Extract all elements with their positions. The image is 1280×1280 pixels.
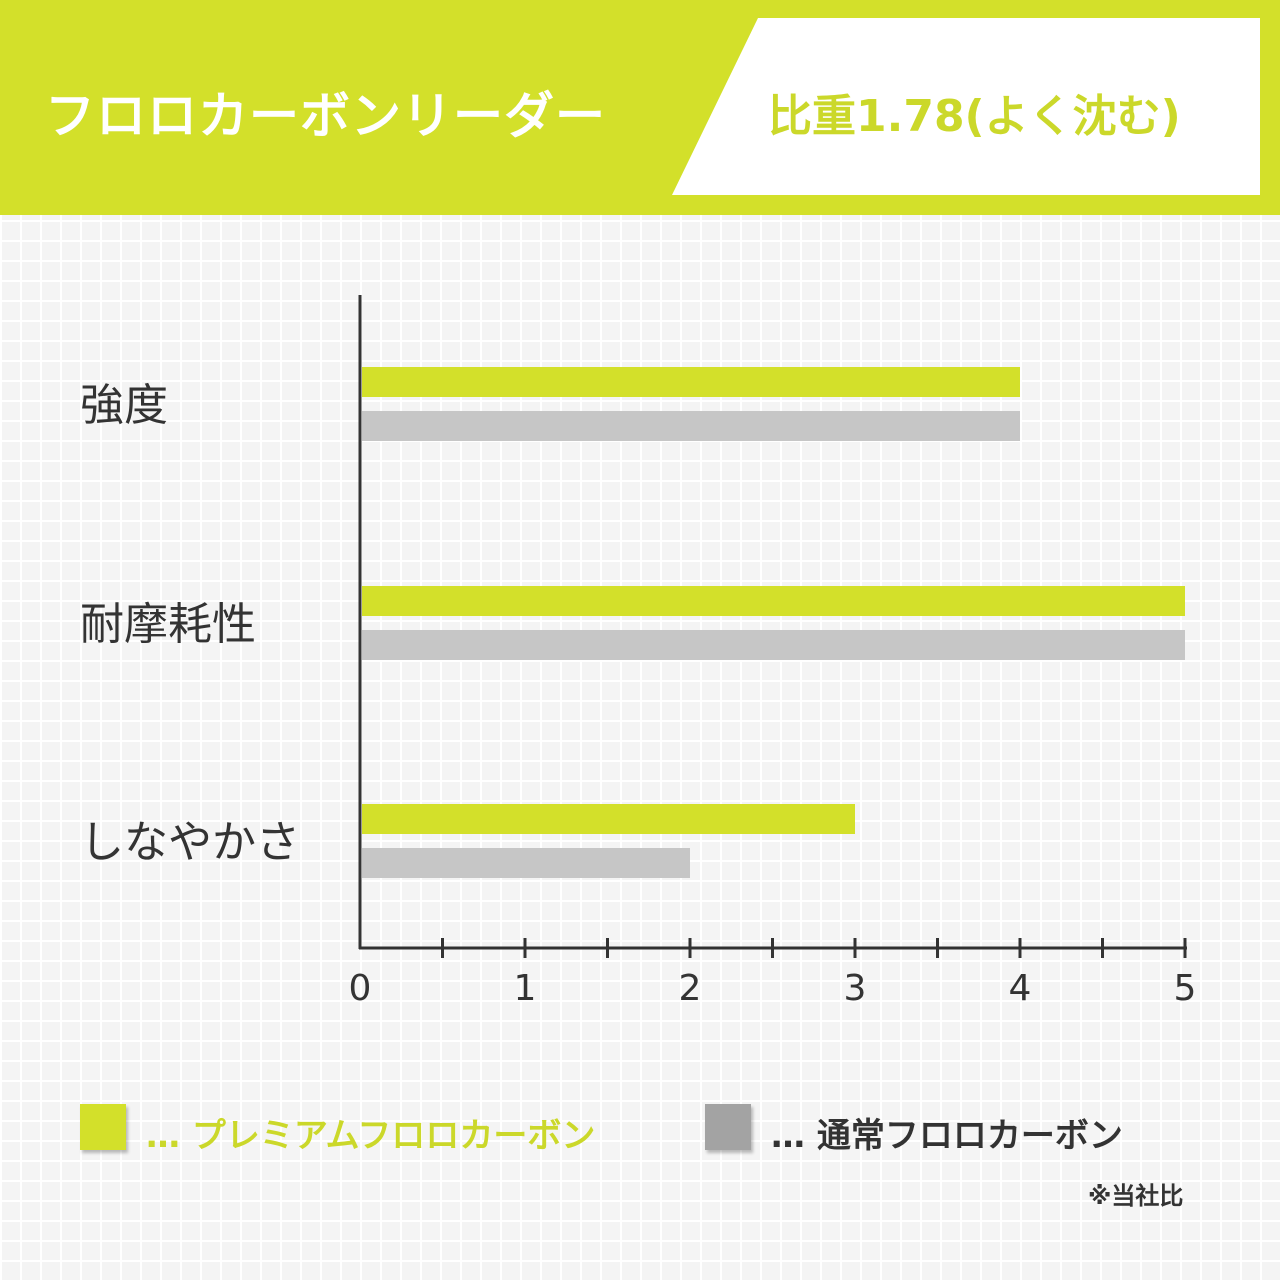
legend-swatch-regular <box>705 1104 751 1150</box>
x-tick-label: 0 <box>349 968 372 1009</box>
legend-text-premium: プレミアムフロロカーボン <box>191 1116 596 1156</box>
x-tick-label: 2 <box>679 968 702 1009</box>
legend-label-regular: … 通常フロロカーボン <box>771 1108 1123 1157</box>
x-tick-label: 3 <box>844 968 867 1009</box>
x-tick-label: 4 <box>1009 968 1032 1009</box>
legend-label-premium: … プレミアムフロロカーボン <box>146 1108 595 1157</box>
x-tick-label: 5 <box>1174 968 1197 1009</box>
page-title: フロロカーボンリーダー <box>45 87 606 145</box>
x-tick-label: 1 <box>514 968 537 1009</box>
bar-regular <box>362 848 690 878</box>
page-subtitle: 比重1.78(よく沈む) <box>768 91 1181 142</box>
bar-premium <box>362 367 1020 397</box>
header-banner: フロロカーボンリーダー 比重1.78(よく沈む) <box>0 0 1280 215</box>
footnote: ※当社比 <box>1088 1182 1184 1210</box>
bar-premium <box>362 586 1185 616</box>
bar-premium <box>362 804 855 834</box>
legend-swatch-premium <box>80 1104 126 1150</box>
bar-regular <box>362 411 1020 441</box>
bar-regular <box>362 630 1185 660</box>
category-label: 耐摩耗性 <box>80 599 256 650</box>
legend-prefix: … <box>771 1116 805 1156</box>
subtitle-box <box>672 18 1260 195</box>
category-label: 強度 <box>80 380 168 431</box>
legend-text-regular: 通常フロロカーボン <box>816 1116 1123 1156</box>
legend-prefix: … <box>146 1116 180 1156</box>
category-label: しなやかさ <box>80 817 300 868</box>
